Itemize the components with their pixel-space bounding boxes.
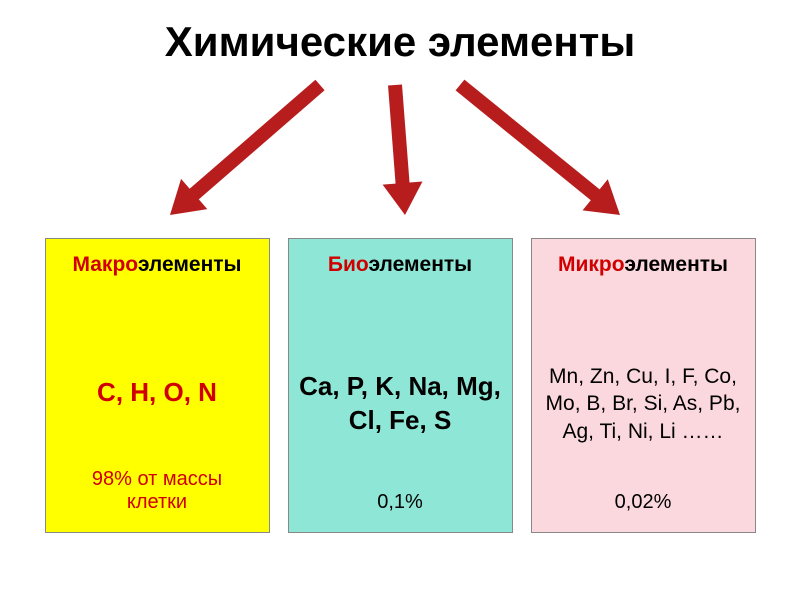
box-bio-suffix: элементы [368,253,472,276]
box-micro: Микроэлементы Mn, Zn, Cu, I, F, Co, Mo, … [531,238,756,533]
box-micro-suffix: элементы [624,253,728,276]
box-bio: Биоэлементы Ca, P, K, Na, Mg, Cl, Fe, S … [288,238,513,533]
box-bio-prefix: Био [328,253,369,276]
box-bio-percent: 0,1% [363,491,437,514]
box-micro-content: Mn, Zn, Cu, I, F, Co, Mo, B, Br, Si, As,… [532,317,755,491]
box-bio-title: Биоэлементы [328,253,472,277]
box-bio-content: Ca, P, K, Na, Mg, Cl, Fe, S [289,317,512,491]
main-title: Химические элементы [165,18,635,66]
box-macro-percent: 98% от массы клетки [46,468,269,514]
box-micro-prefix: Микро [558,253,624,276]
box-macro-title: Макроэлементы [73,253,242,277]
boxes-container: Макроэлементы C, H, O, N 98% от массы кл… [0,238,800,533]
box-micro-percent: 0,02% [601,491,686,514]
box-macro-suffix: элементы [138,253,242,276]
box-macro-prefix: Макро [73,253,138,276]
box-micro-title: Микроэлементы [558,253,728,277]
box-macro: Макроэлементы C, H, O, N 98% от массы кл… [45,238,270,533]
box-macro-content: C, H, O, N [87,317,227,468]
